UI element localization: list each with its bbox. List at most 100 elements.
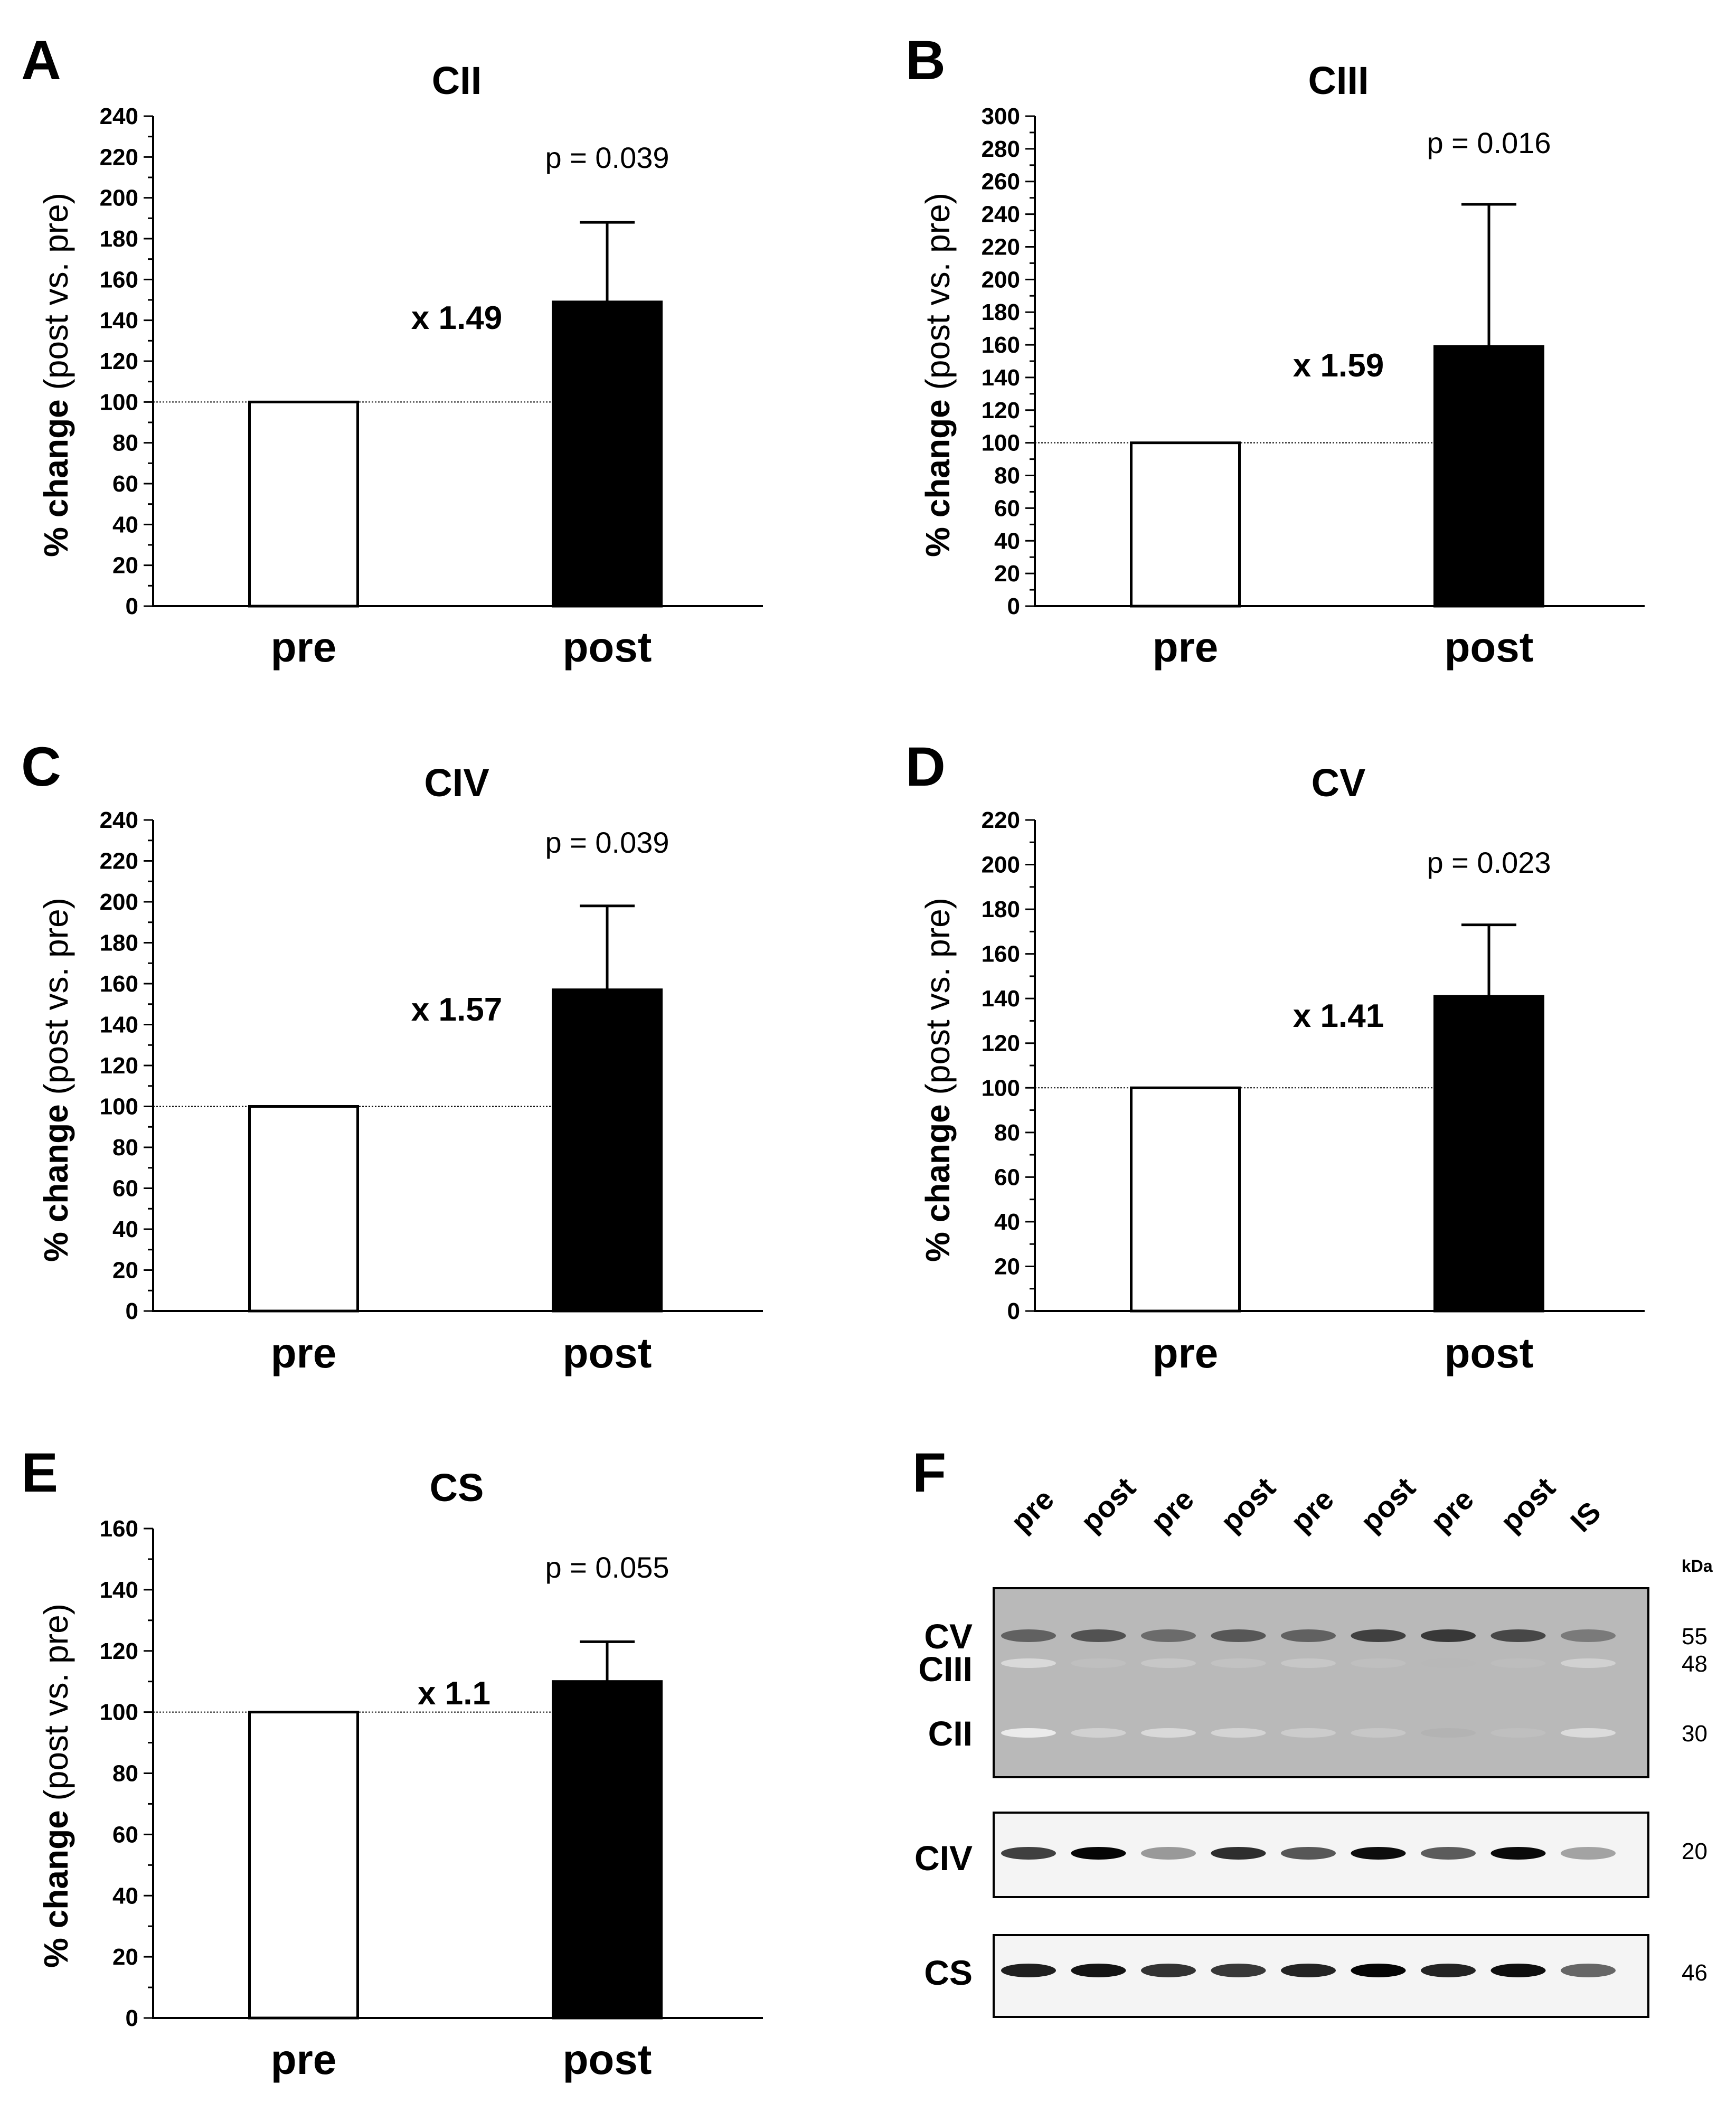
y-axis-label-c: % change (post vs. pre): [37, 898, 75, 1262]
band-label-cs: CS: [924, 1953, 973, 1992]
category-label-pre-a: pre: [271, 624, 337, 671]
band-cs-lane-4: [1211, 1964, 1266, 1977]
tick-label-c: 140: [100, 1012, 138, 1038]
chart-title-e: CS: [430, 1466, 484, 1510]
category-label-post-e: post: [563, 2036, 652, 2083]
band-cv-lane-1: [1001, 1629, 1056, 1642]
y-axis-label-rest-b: (post vs. pre): [919, 193, 957, 399]
panel-letter-a: A: [21, 30, 61, 91]
tick-label-b: 40: [994, 528, 1020, 554]
tick-label-a: 140: [100, 308, 138, 334]
band-label-cv: CV: [924, 1617, 973, 1656]
blot-background: [993, 1587, 1649, 1778]
tick-label-d: 200: [982, 852, 1020, 878]
tick-label-c: 60: [112, 1176, 138, 1202]
lane-label-4: post: [1214, 1470, 1281, 1538]
band-cs-lane-2: [1071, 1964, 1126, 1977]
tick-label-c: 180: [100, 930, 138, 956]
panel-a: A CII % change (post vs. pre) 0 20 40 60 80 1…: [21, 30, 763, 671]
band-ciii-lane-4: [1211, 1658, 1266, 1668]
bars-e: [248, 1680, 663, 2020]
bar-post-c: [552, 988, 663, 1313]
y-ticks-a: 0 20 40 60 80 100 120 140 160 180 200 220 240: [100, 103, 153, 619]
bar-pre-a: [248, 400, 359, 608]
y-axis-label-b: % change (post vs. pre): [919, 193, 957, 557]
tick-label-e: 60: [112, 1822, 138, 1847]
error-bars-b: [1461, 203, 1516, 347]
band-civ-lane-5: [1281, 1847, 1336, 1860]
y-axis-label-d: % change (post vs. pre): [919, 898, 957, 1262]
tick-label-a: 160: [100, 267, 138, 293]
band-civ-lane-9: [1561, 1847, 1616, 1860]
bar-post-a: [552, 300, 663, 608]
blot-membrane-1: CV 55 CIII 48 CII 30: [918, 1587, 1707, 1778]
category-label-pre-d: pre: [1153, 1329, 1219, 1376]
panel-e: E CS % change (post vs. pre) 0 20 40 60 80 10…: [21, 1442, 763, 2083]
fold-change-a: x 1.49: [411, 300, 502, 336]
tick-label-c: 120: [100, 1053, 138, 1079]
chart-title-d: CV: [1312, 761, 1366, 805]
tick-label-e: 20: [112, 1944, 138, 1970]
y-axis-label-bold-c: % change: [37, 1104, 75, 1262]
tick-label-d: 100: [982, 1075, 1020, 1101]
tick-label-b: 60: [994, 495, 1020, 521]
band-cii-lane-3: [1141, 1728, 1196, 1738]
y-axis-label-bold-a: % change: [37, 399, 75, 557]
band-kda-ciii: 48: [1682, 1651, 1707, 1677]
lane-label-8: post: [1494, 1470, 1561, 1538]
band-cii-lane-2: [1071, 1728, 1126, 1738]
band-ciii-lane-3: [1141, 1658, 1196, 1668]
tick-label-d: 60: [994, 1164, 1020, 1190]
error-bars-c: [580, 904, 635, 990]
band-cv-lane-5: [1281, 1629, 1336, 1642]
tick-label-b: 200: [982, 267, 1020, 293]
band-cii-lane-9: [1561, 1728, 1616, 1738]
bar-pre-c: [248, 1105, 359, 1313]
tick-label-b: 220: [982, 234, 1020, 260]
bars-c: [248, 988, 663, 1313]
band-cs-lane-6: [1351, 1964, 1406, 1977]
tick-label-e: 80: [112, 1761, 138, 1787]
band-cv-lane-4: [1211, 1629, 1266, 1642]
band-label-cii: CII: [928, 1714, 973, 1753]
band-ciii-lane-9: [1561, 1658, 1616, 1668]
band-cii-lane-8: [1490, 1728, 1546, 1738]
band-civ-lane-6: [1351, 1847, 1406, 1860]
blot-membrane-2: CIV 20: [914, 1812, 1707, 1898]
error-bars-d: [1461, 923, 1516, 996]
category-label-post-d: post: [1445, 1329, 1534, 1376]
p-value-e: p = 0.055: [545, 1551, 669, 1584]
tick-label-c: 160: [100, 971, 138, 997]
p-value-a: p = 0.039: [545, 141, 669, 174]
tick-label-c: 220: [100, 848, 138, 874]
band-cs-lane-1: [1001, 1964, 1056, 1977]
band-cii-lane-6: [1351, 1728, 1406, 1738]
bars-b: [1130, 345, 1544, 608]
band-kda-cii: 30: [1682, 1721, 1707, 1747]
lane-label-5: pre: [1284, 1482, 1340, 1538]
lane-label-2: post: [1074, 1470, 1141, 1538]
lane-labels: pre post pre post pre post pre post IS: [1004, 1470, 1607, 1538]
chart-title-a: CII: [432, 59, 482, 102]
tick-label-e: 160: [100, 1516, 138, 1542]
band-civ-lane-2: [1071, 1847, 1126, 1860]
blot-membranes: CV 55 CIII 48 CII 30 CIV 20 CS 46: [914, 1587, 1707, 2018]
tick-label-c: 20: [112, 1258, 138, 1284]
chart-title-b: CIII: [1308, 59, 1369, 102]
lane-label-3: pre: [1144, 1482, 1200, 1538]
band-cv-lane-6: [1351, 1629, 1406, 1642]
band-civ-lane-4: [1211, 1847, 1266, 1860]
y-ticks-d: 0 20 40 60 80 100 120 140 160 180 200 220: [982, 807, 1035, 1324]
tick-label-d: 160: [982, 941, 1020, 967]
band-cv-lane-7: [1421, 1629, 1476, 1642]
band-cs-lane-8: [1490, 1964, 1546, 1977]
band-cv-lane-9: [1561, 1629, 1616, 1642]
tick-label-d: 220: [982, 807, 1020, 833]
tick-label-d: 20: [994, 1253, 1020, 1279]
tick-label-c: 0: [126, 1298, 138, 1324]
p-value-b: p = 0.016: [1427, 126, 1551, 159]
tick-label-d: 0: [1007, 1298, 1020, 1324]
tick-label-b: 180: [982, 299, 1020, 325]
band-label-ciii: CIII: [918, 1649, 973, 1689]
